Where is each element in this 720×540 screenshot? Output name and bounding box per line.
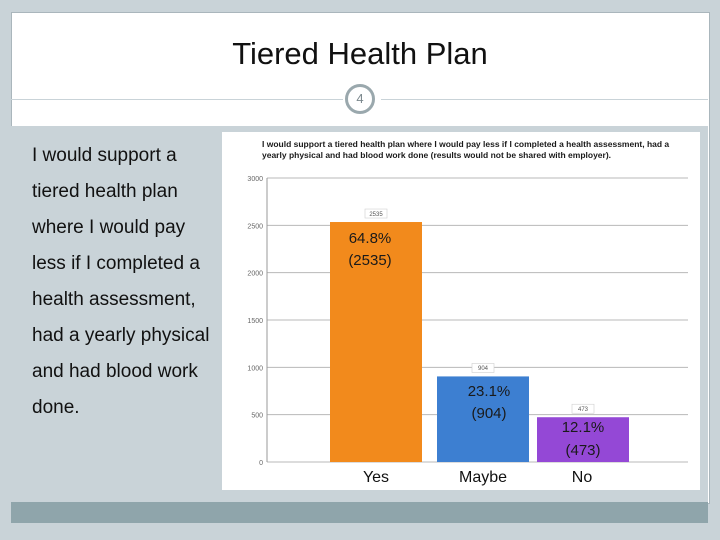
bar-percent-label: 64.8% — [349, 230, 392, 247]
bar-top-label-box — [471, 363, 495, 373]
y-tick-label: 1500 — [247, 318, 263, 325]
footer-bar — [11, 502, 708, 523]
bar-top-label: 2535 — [369, 212, 383, 218]
bar-count-label: (473) — [565, 442, 600, 459]
body-text: I would support a tiered health plan whe… — [32, 145, 210, 418]
y-tick-label: 1000 — [247, 365, 263, 372]
bar-yes — [330, 222, 422, 462]
bar-top-label: 473 — [578, 407, 589, 413]
y-tick-label: 0 — [259, 460, 263, 467]
slide-title: Tiered Health Plan — [232, 36, 488, 71]
bar-top-label: 904 — [478, 366, 489, 372]
bar-top-label-box — [571, 403, 595, 414]
bar-chart: 0 500 1000 1500 2000 2500 3000 2535 904 473 64.8% (… — [247, 176, 688, 486]
chart-title: I would support a tiered health plan whe… — [262, 139, 670, 160]
x-category-label: Maybe — [459, 469, 507, 486]
bar-percent-label: 12.1% — [562, 419, 605, 436]
bar-count-label: (904) — [471, 405, 506, 422]
x-category-label: Yes — [363, 469, 389, 486]
bar-maybe — [437, 376, 529, 462]
bar-top-label-box — [364, 208, 388, 219]
y-tick-label: 2500 — [247, 223, 263, 230]
bar-count-label: (2535) — [348, 252, 391, 269]
bar-no — [537, 417, 629, 462]
y-tick-label: 500 — [251, 413, 263, 420]
title-divider-right — [381, 99, 708, 100]
title-divider-left — [11, 99, 343, 100]
bar-percent-label: 23.1% — [468, 383, 511, 400]
y-tick-label: 3000 — [247, 176, 263, 183]
y-tick-label: 2000 — [247, 271, 263, 278]
x-category-label: No — [572, 469, 593, 486]
slide-number-badge: 4 — [345, 84, 375, 114]
